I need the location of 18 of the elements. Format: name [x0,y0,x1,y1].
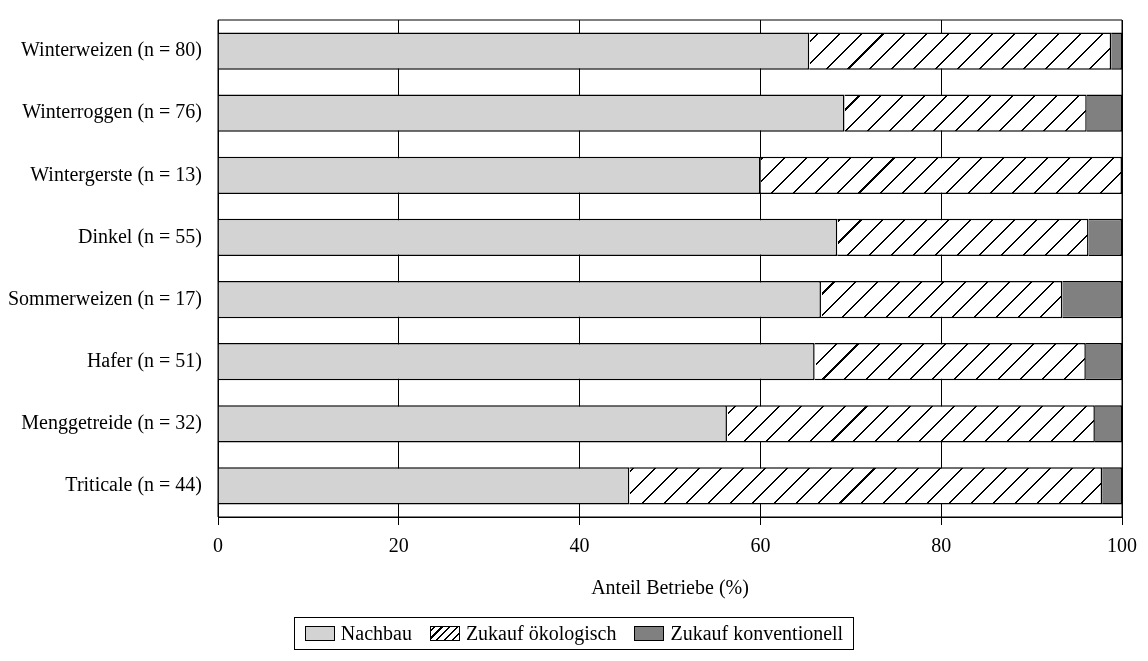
y-tick-label: Wintergerste (n = 13) [30,162,202,186]
x-tick-label: 100 [1107,534,1137,557]
legend-label: Zukauf konventionell [670,622,844,645]
y-tick-label: Menggetreide (n = 32) [21,411,202,435]
legend-label: Nachbau [340,622,412,645]
y-tick-label: Sommerweizen (n = 17) [7,286,202,310]
x-tick-label: 0 [213,534,223,557]
y-tick-label: Winterroggen (n = 76) [22,100,202,124]
x-tick-label: 60 [750,534,771,557]
y-tick-label: Dinkel (n = 55) [77,224,202,248]
y-tick-label: Winterweizen (n = 80) [21,38,202,62]
x-tick-label: 80 [931,534,952,557]
legend-label: Zukauf ökologisch [465,622,617,645]
y-tick-label: Triticale (n = 44) [65,473,202,497]
y-tick-label: Hafer (n = 51) [86,348,202,372]
x-axis-title: Anteil Betriebe (%) [591,576,749,600]
x-tick-label: 20 [388,534,409,557]
x-tick-label: 40 [569,534,590,557]
